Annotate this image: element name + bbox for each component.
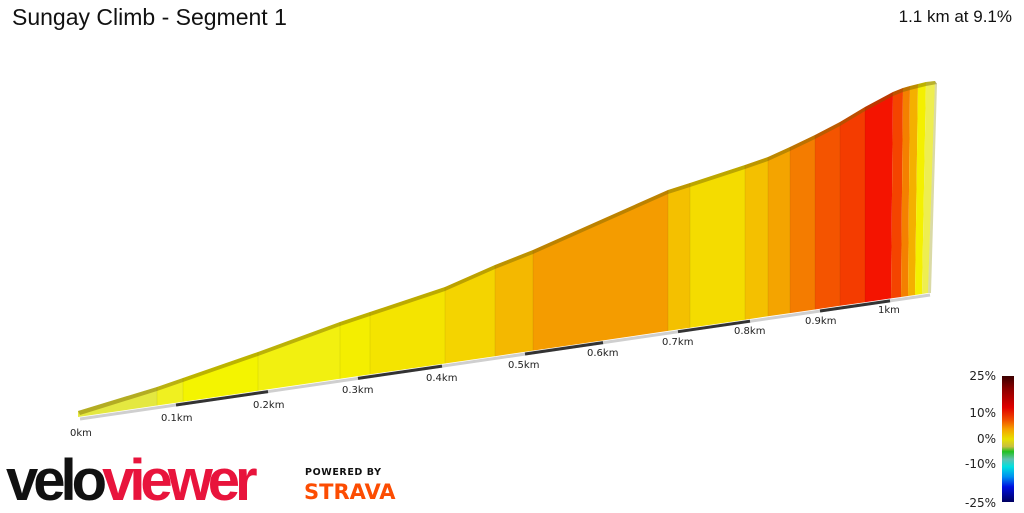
legend-label-10: 10% [969, 406, 996, 420]
x-tick-label: 0.3km [342, 385, 373, 396]
segment-dividers [156, 107, 866, 406]
legend-label-0: 0% [976, 432, 996, 446]
legend-label-neg10: -10% [964, 457, 996, 471]
logo-text-viewer: viewer [102, 448, 258, 513]
segment [815, 122, 840, 310]
x-tick-label: 0.7km [662, 337, 693, 348]
segment [340, 312, 370, 379]
x-tick-label: 0.8km [734, 326, 765, 337]
segment [922, 81, 935, 294]
segment [690, 165, 745, 328]
segment-title: Sungay Climb - Segment 1 [12, 4, 287, 30]
segment [157, 378, 183, 406]
veloviewer-logo: veloviewer [6, 452, 258, 510]
x-tick-label: 0km [70, 428, 92, 439]
segment [495, 250, 533, 357]
x-tick-label: 0.1km [161, 413, 192, 424]
segment [370, 287, 445, 375]
x-tick-label: 0.6km [587, 348, 618, 359]
x-tick-label: 0.9km [805, 316, 836, 327]
segment-summary: 1.1 km at 9.1% [898, 7, 1012, 26]
segment [78, 387, 157, 417]
segment [908, 84, 918, 296]
segment [533, 190, 668, 351]
segment [445, 265, 495, 364]
powered-by-label: POWERED BY [305, 467, 382, 478]
segment [840, 107, 865, 306]
segment [668, 183, 690, 331]
segment [891, 88, 903, 299]
x-tick-label: 0.4km [426, 373, 457, 384]
segment [790, 135, 815, 314]
strava-logo: STRAVA [304, 480, 396, 504]
profile-top-bevel [78, 81, 937, 415]
segment [768, 147, 790, 317]
segment [865, 92, 893, 303]
gradient-segments [78, 81, 935, 417]
x-tick-label: 1km [878, 305, 900, 316]
logo-text-velo: velo [6, 448, 107, 513]
legend-label-max: 25% [969, 369, 996, 383]
legend-label-min: -25% [964, 496, 996, 510]
segment [745, 157, 768, 320]
gradient-color-legend: 25% 10% 0% -10% -25% [960, 368, 1024, 512]
gradient-color-scale-bar [1002, 376, 1014, 502]
x-tick-label: 0.2km [253, 400, 284, 411]
segment [183, 352, 258, 402]
segment [258, 322, 340, 391]
x-tick-label: 0.5km [508, 360, 539, 371]
segment [901, 86, 910, 297]
segment [915, 82, 926, 295]
distance-axis: 0km 0.1km 0.2km 0.3km 0.4km 0.5km 0.6km … [70, 293, 931, 439]
